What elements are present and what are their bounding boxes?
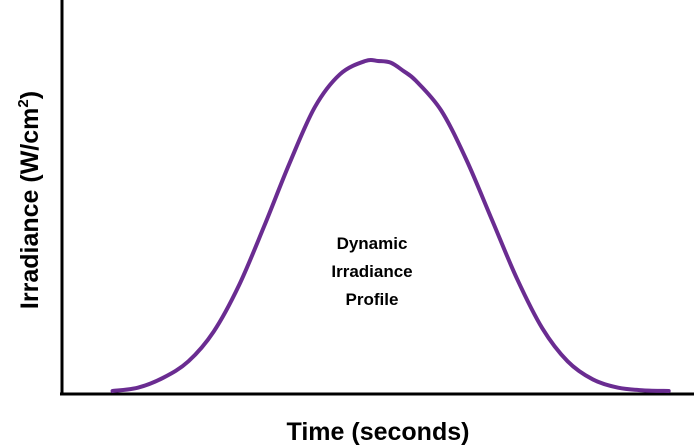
- y-axis-label-main: Irradiance (W/cm: [16, 108, 44, 309]
- x-axis-label: Time (seconds): [287, 418, 470, 446]
- annotation-line-3: Profile: [346, 290, 399, 309]
- annotation-line-1: Dynamic: [337, 234, 408, 253]
- y-axis-label: Irradiance (W/cm2): [15, 91, 44, 309]
- y-axis-label-superscript: 2: [15, 99, 32, 107]
- annotation-line-2: Irradiance: [331, 262, 412, 281]
- y-axis-label-close: ): [16, 91, 44, 99]
- series-line-0: [110, 57, 671, 393]
- series-layer: [110, 57, 671, 393]
